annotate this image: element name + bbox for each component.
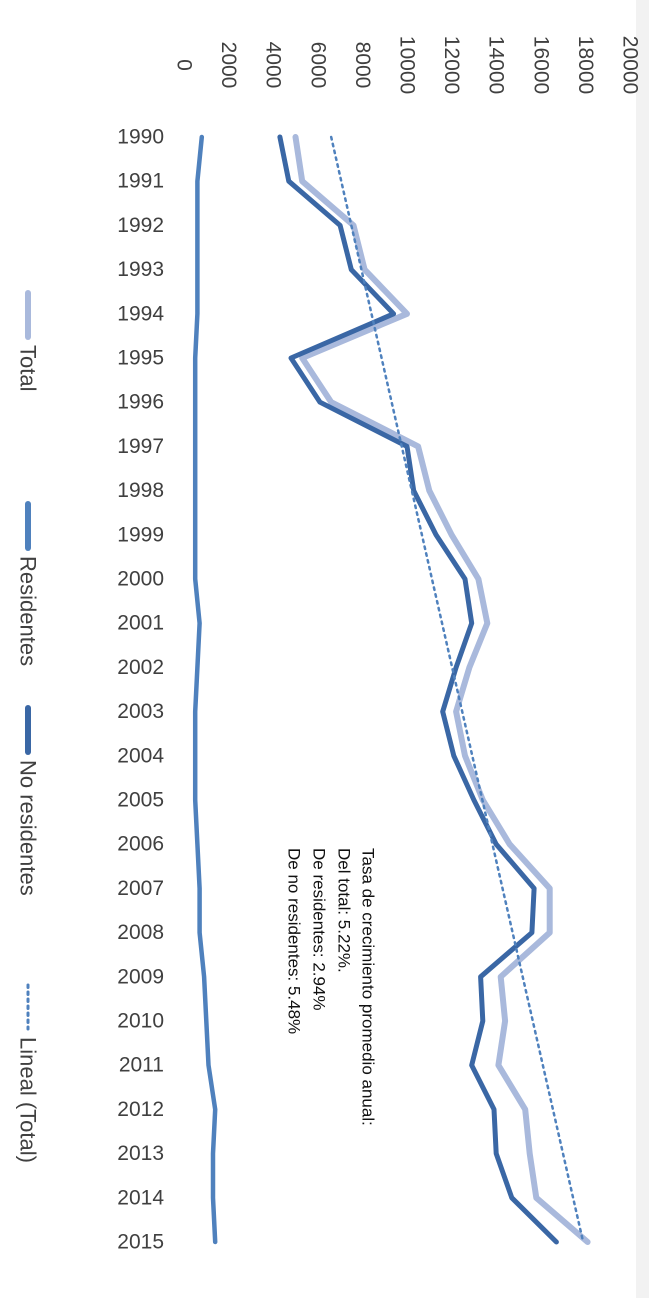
year-tick-label: 2001	[117, 612, 164, 635]
year-tick-label: 2005	[117, 789, 164, 812]
year-tick-label: 2015	[117, 1231, 164, 1254]
value-tick-label: 4000	[262, 42, 285, 89]
year-axis-ticks: 1990 1991 1992 1993 1994 1995 1996 1997 1998 1999…	[117, 126, 164, 1254]
annotation-line: Del total: 5.22%.	[335, 848, 354, 973]
year-tick-label: 1990	[117, 126, 164, 149]
series-line-total	[292, 134, 591, 1245]
value-axis-ticks: 0 2000 4000 6000 8000 10000 12000 14000 16000 180…	[173, 36, 642, 94]
year-tick-label: 2013	[117, 1142, 164, 1165]
year-tick-label: 1992	[117, 214, 164, 237]
legend-label: No residentes	[16, 760, 41, 896]
annotation-line: De no residentes: 5.48%	[285, 848, 304, 1034]
year-tick-label: 2010	[117, 1010, 164, 1033]
right-edge-strip	[636, 0, 649, 1298]
year-tick-label: 2003	[117, 700, 164, 723]
year-tick-label: 1996	[117, 391, 164, 414]
value-tick-label: 12000	[440, 36, 463, 94]
year-tick-label: 2014	[117, 1186, 164, 1209]
legend-label: Lineal (Total)	[16, 1037, 41, 1163]
year-tick-label: 2011	[119, 1054, 164, 1077]
growth-annotation: Tasa de crecimiento promedio anual: Del t…	[285, 848, 378, 1126]
year-tick-label: 2007	[117, 877, 164, 900]
year-tick-label: 2004	[117, 744, 164, 767]
year-tick-label: 1997	[117, 435, 164, 458]
legend: Total Residentes No residentes Lineal (Tota…	[16, 290, 41, 1163]
value-tick-label: 0	[173, 59, 196, 71]
trend-line-lineal-total	[329, 135, 585, 1244]
legend-label: Total	[16, 345, 41, 391]
value-tick-label: 10000	[396, 36, 419, 94]
year-tick-label: 1994	[117, 302, 164, 325]
year-tick-label: 1999	[117, 523, 164, 546]
value-tick-label: 8000	[351, 42, 374, 89]
year-tick-label: 1991	[117, 170, 164, 193]
year-tick-label: 2008	[117, 921, 164, 944]
year-tick-label: 2002	[117, 656, 164, 679]
year-tick-label: 2000	[117, 568, 164, 591]
value-tick-label: 20000	[619, 36, 642, 94]
value-tick-label: 6000	[306, 42, 329, 89]
year-tick-label: 1998	[117, 479, 164, 502]
year-tick-label: 2012	[117, 1098, 164, 1121]
value-tick-label: 2000	[217, 42, 240, 89]
annotation-line: De residentes: 2.94%	[310, 848, 329, 1011]
series-line-residentes	[192, 134, 218, 1245]
year-tick-label: 2006	[117, 833, 164, 856]
series-lines	[192, 134, 591, 1245]
legend-label: Residentes	[16, 556, 41, 666]
year-tick-label: 1995	[117, 347, 164, 370]
value-tick-label: 14000	[485, 36, 508, 94]
annotation-line: Tasa de crecimiento promedio anual:	[359, 848, 378, 1126]
year-tick-label: 1993	[117, 258, 164, 281]
year-tick-label: 2009	[117, 965, 164, 988]
series-line-no-residentes	[277, 134, 559, 1245]
value-tick-label: 18000	[574, 36, 597, 94]
value-tick-label: 16000	[529, 36, 552, 94]
